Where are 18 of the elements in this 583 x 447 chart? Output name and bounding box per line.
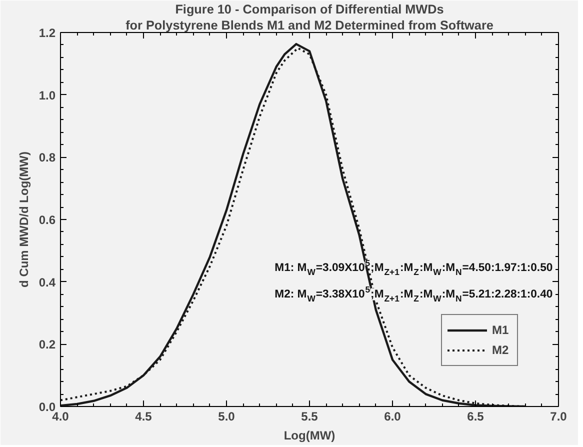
x-axis-title: Log(MW) xyxy=(284,428,336,442)
legend-label: M1 xyxy=(492,323,510,337)
chart-title: Figure 10 - Comparison of Differential MWDs xyxy=(175,2,444,16)
x-tick-label: 6.0 xyxy=(384,410,402,424)
x-tick-label: 7.0 xyxy=(550,410,568,424)
y-tick-label: 1.2 xyxy=(38,26,56,40)
x-tick-label: 6.5 xyxy=(467,410,484,424)
chart-subtitle: for Polystyrene Blends M1 and M2 Determined from Software xyxy=(126,18,494,32)
x-tick-label: 4.5 xyxy=(135,410,152,424)
y-axis-title: d Cum MWD/d Log(MW) xyxy=(16,152,31,288)
y-tick-label: 0.6 xyxy=(38,213,56,227)
y-tick-label: 0.4 xyxy=(38,275,56,290)
legend-label: M2 xyxy=(492,343,510,357)
y-tick-label: 0.2 xyxy=(38,338,56,352)
x-tick-label: 5.5 xyxy=(301,410,318,424)
y-tick-label: 0.8 xyxy=(38,150,56,165)
x-tick-label: 5.0 xyxy=(218,410,236,424)
y-tick-label: 1.0 xyxy=(38,88,56,102)
